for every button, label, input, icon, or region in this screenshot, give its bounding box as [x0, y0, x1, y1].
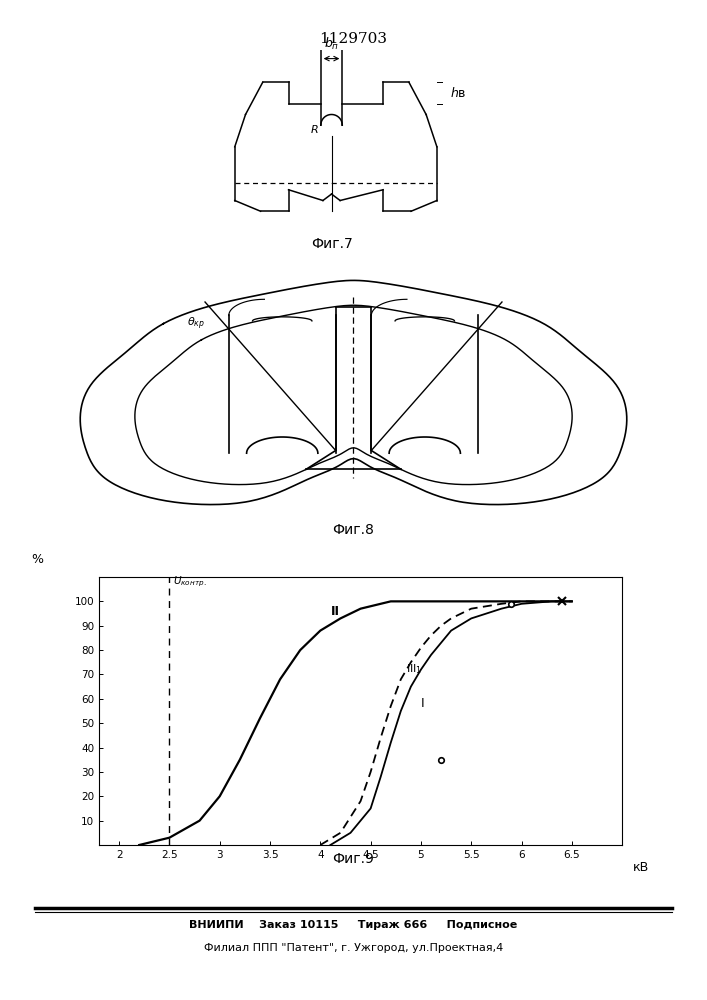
Text: ВНИИПИ    Заказ 10115     Тираж 666     Подписное: ВНИИПИ Заказ 10115 Тираж 666 Подписное [189, 920, 518, 930]
Text: Филиал ППП "Патент", г. Ужгород, ул.Проектная,4: Филиал ППП "Патент", г. Ужгород, ул.Прое… [204, 943, 503, 953]
Text: $U_{контр.}$: $U_{контр.}$ [173, 575, 207, 589]
Text: %: % [31, 553, 43, 566]
Text: $\mathrm{III_1}$: $\mathrm{III_1}$ [406, 663, 422, 676]
Text: Фиг.9: Фиг.9 [332, 852, 375, 866]
Text: II: II [330, 605, 339, 618]
Text: Фиг.7: Фиг.7 [310, 237, 352, 251]
Text: Фиг.8: Фиг.8 [332, 523, 375, 537]
Text: $\theta_{кр}$: $\theta_{кр}$ [187, 315, 205, 332]
Text: $b_п$: $b_п$ [324, 36, 339, 52]
Text: I: I [421, 697, 425, 710]
Text: кВ: кВ [633, 861, 649, 874]
Text: 1129703: 1129703 [320, 32, 387, 46]
Text: R: R [310, 125, 318, 135]
Text: $h$в: $h$в [450, 86, 467, 100]
